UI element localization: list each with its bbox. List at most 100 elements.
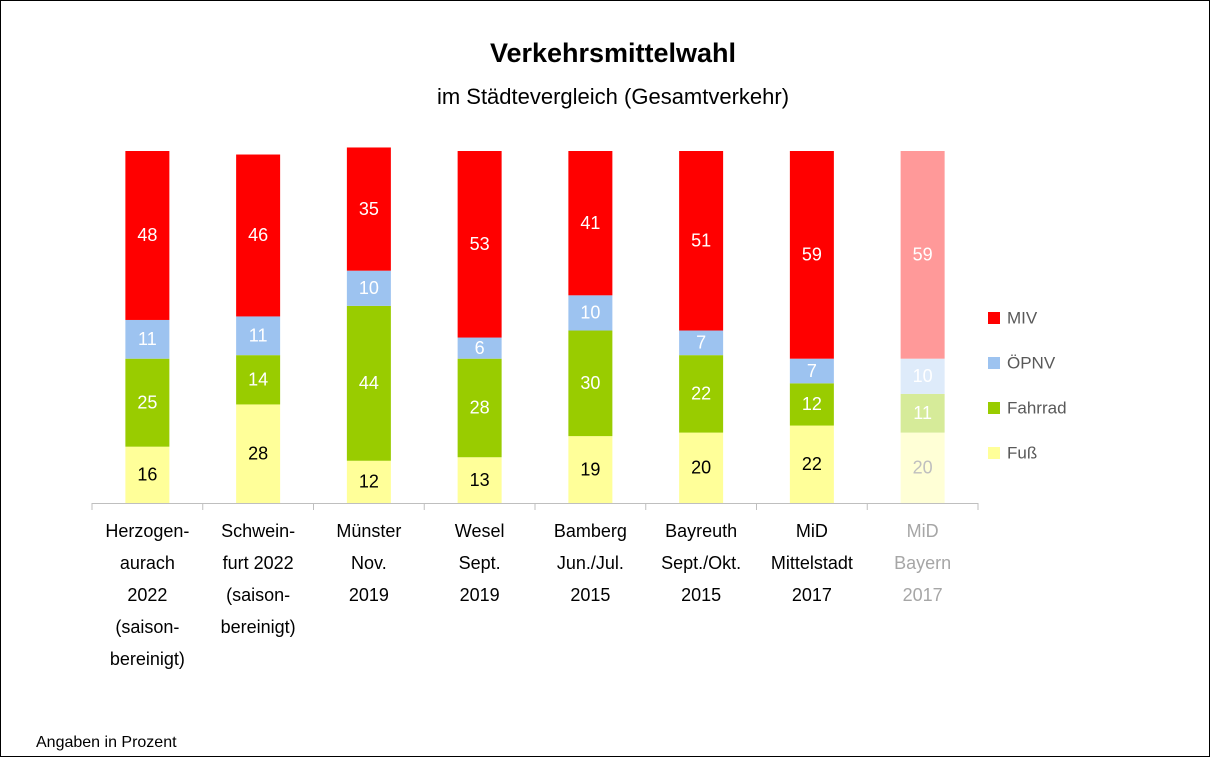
- bar-segment: [900, 358, 945, 394]
- legend-swatch: [988, 357, 1000, 369]
- data-label: 14: [248, 370, 268, 390]
- legend-swatch: [988, 447, 1000, 459]
- data-label: 11: [913, 403, 932, 423]
- bar-segment: [346, 305, 391, 461]
- bar-segment: [568, 151, 613, 296]
- bar-segment: [789, 425, 834, 503]
- data-label: 12: [802, 394, 822, 414]
- x-tick-label: Sept.: [459, 553, 501, 573]
- data-label: 10: [359, 278, 379, 298]
- data-label: 59: [802, 245, 822, 265]
- data-label: 6: [475, 338, 485, 358]
- data-label: 10: [580, 303, 600, 323]
- data-label: 46: [248, 225, 268, 245]
- bar-segment: [679, 330, 724, 356]
- data-label: 16: [137, 465, 157, 485]
- data-label: 35: [359, 199, 379, 219]
- data-label: 53: [470, 234, 490, 254]
- bar-segment: [457, 457, 502, 503]
- bar-segment: [125, 319, 170, 359]
- x-tick-label: 2019: [460, 585, 500, 605]
- x-tick-label: Schwein-: [221, 521, 295, 541]
- bar-segment: [900, 393, 945, 433]
- data-label: 41: [580, 213, 600, 233]
- x-tick-label: 2015: [570, 585, 610, 605]
- data-label: 59: [913, 245, 933, 265]
- data-label: 22: [802, 454, 822, 474]
- x-tick-label: (saison-: [226, 585, 290, 605]
- x-tick-label: Jun./Jul.: [557, 553, 624, 573]
- bar-segment: [346, 460, 391, 503]
- bar-segment: [346, 147, 391, 271]
- legend-label: Fuß: [1007, 443, 1037, 462]
- data-label: 20: [691, 458, 711, 478]
- data-label: 28: [470, 398, 490, 418]
- data-label: 51: [691, 231, 711, 251]
- bar-segment: [568, 330, 613, 437]
- data-label: 12: [359, 472, 379, 492]
- legend-label: ÖPNV: [1007, 353, 1056, 372]
- x-tick-label: Bayern: [894, 553, 951, 573]
- data-label: 11: [249, 326, 268, 346]
- x-tick-label: Nov.: [351, 553, 387, 573]
- x-tick-label: Bamberg: [554, 521, 627, 541]
- bar-segment: [568, 436, 613, 503]
- bar-segment: [125, 358, 170, 447]
- legend-swatch: [988, 312, 1000, 324]
- legend-label: MIV: [1007, 308, 1038, 327]
- bar-segment: [236, 404, 281, 503]
- bar-segment: [900, 432, 945, 503]
- x-tick-label: bereinigt): [110, 649, 185, 669]
- x-tick-label: MiD: [796, 521, 828, 541]
- bar-segment: [457, 358, 502, 458]
- footnote: Angaben in Prozent: [36, 734, 177, 751]
- x-tick-label: 2022: [127, 585, 167, 605]
- x-tick-label: MiD: [907, 521, 939, 541]
- x-tick-label: Bayreuth: [665, 521, 737, 541]
- bar-segment: [125, 446, 170, 503]
- bar-segment: [236, 355, 281, 405]
- data-label: 48: [137, 225, 157, 245]
- bar-segment: [457, 337, 502, 359]
- bar-segment: [679, 432, 724, 503]
- x-tick-label: aurach: [120, 553, 175, 573]
- legend-swatch: [988, 402, 1000, 414]
- data-label: 22: [691, 384, 711, 404]
- bar-segment: [789, 383, 834, 426]
- data-label: 7: [696, 333, 706, 353]
- bar-segment: [789, 358, 834, 384]
- x-tick-label: 2017: [903, 585, 943, 605]
- x-tick-label: Münster: [336, 521, 401, 541]
- x-tick-label: Wesel: [455, 521, 505, 541]
- x-tick-label: bereinigt): [221, 617, 296, 637]
- data-label: 10: [913, 366, 933, 386]
- bar-segment: [457, 151, 502, 338]
- x-tick-label: 2015: [681, 585, 721, 605]
- bar-segment: [679, 355, 724, 433]
- legend-label: Fahrrad: [1007, 398, 1067, 417]
- data-label: 19: [580, 459, 600, 479]
- bar-segment: [125, 151, 170, 320]
- data-label: 25: [137, 392, 157, 412]
- x-tick-label: Sept./Okt.: [661, 553, 741, 573]
- x-tick-label: Mittelstadt: [771, 553, 853, 573]
- chart-subtitle: im Städtevergleich (Gesamtverkehr): [437, 84, 789, 109]
- data-label: 13: [470, 470, 490, 490]
- bar-segment: [679, 151, 724, 331]
- x-tick-label: 2019: [349, 585, 389, 605]
- bar-segment: [900, 151, 945, 359]
- data-label: 20: [913, 458, 933, 478]
- x-tick-label: (saison-: [115, 617, 179, 637]
- bar-segment: [568, 295, 613, 331]
- bar-segment: [789, 151, 834, 359]
- data-label: 30: [580, 373, 600, 393]
- bar-segment: [346, 270, 391, 306]
- data-label: 7: [807, 361, 817, 381]
- bar-segment: [236, 154, 281, 317]
- bar-segment: [236, 316, 281, 356]
- data-label: 11: [138, 329, 157, 349]
- x-tick-label: 2017: [792, 585, 832, 605]
- x-tick-label: Herzogen-: [105, 521, 189, 541]
- data-label: 28: [248, 443, 268, 463]
